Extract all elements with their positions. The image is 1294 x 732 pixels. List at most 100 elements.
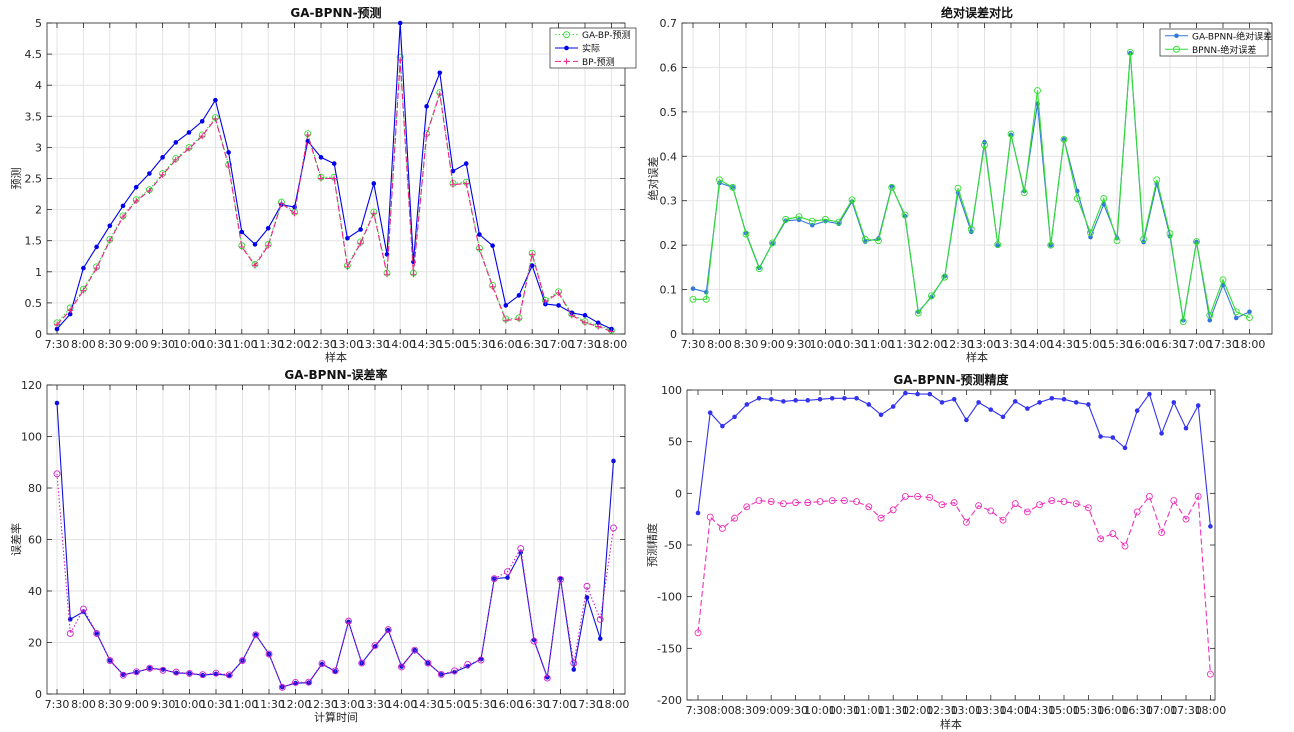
y-tick-label: 0 xyxy=(675,487,682,500)
data-point xyxy=(502,317,509,324)
x-tick-label: 13:30 xyxy=(359,698,391,711)
data-point xyxy=(915,391,920,397)
data-point xyxy=(278,200,285,207)
y-tick-label: 60 xyxy=(28,534,42,547)
data-point xyxy=(133,668,140,676)
chart-2: 0 0.1 0.2 0.3 0.4 0.5 0.6 0.7 7:30 8:00 8:30 9:00 9:… xyxy=(646,5,1273,364)
y-tick-label: 3 xyxy=(35,141,42,154)
data-point xyxy=(1194,492,1202,500)
x-tick-label: 13:00 xyxy=(951,704,983,717)
data-point xyxy=(994,241,1002,249)
data-point xyxy=(450,181,456,188)
x-tick-label: 13:00 xyxy=(332,338,364,351)
data-point xyxy=(941,273,949,281)
data-point xyxy=(938,501,946,509)
x-tick-label: 13:30 xyxy=(358,338,390,351)
x-tick-label: 15:30 xyxy=(464,338,496,351)
x-tick-label: 14:00 xyxy=(1022,338,1054,351)
data-point xyxy=(767,498,775,506)
data-point xyxy=(199,118,205,124)
data-point xyxy=(397,20,403,26)
data-point xyxy=(582,313,588,318)
x-tick-label: 16:30 xyxy=(1154,338,1186,351)
data-point xyxy=(901,211,909,219)
x-tick-label: 16:00 xyxy=(492,698,524,711)
data-point xyxy=(172,668,180,676)
x-axis-label: 样本 xyxy=(325,350,347,364)
data-point xyxy=(1087,229,1094,237)
data-point xyxy=(556,303,561,308)
data-point xyxy=(517,545,525,552)
data-point xyxy=(372,644,378,649)
y-tick-label: 1.5 xyxy=(25,235,43,248)
data-point xyxy=(293,680,298,686)
y-tick-label: 100 xyxy=(21,431,42,444)
data-point xyxy=(437,670,445,678)
x-tick-label: 15:30 xyxy=(1073,704,1105,717)
data-point xyxy=(331,175,338,182)
data-point xyxy=(1109,530,1117,538)
data-point xyxy=(304,131,311,138)
x-tick-label: 14:30 xyxy=(412,698,444,711)
x-tick-label: 8:00 xyxy=(71,698,96,711)
data-point xyxy=(1246,314,1253,322)
data-point xyxy=(610,524,617,532)
data-point xyxy=(424,104,429,109)
x-axis-label: 样本 xyxy=(940,717,962,731)
data-point xyxy=(756,395,762,401)
chart-3: 0 20 40 60 80 100 120 7:30 8:00 8:30 9:00 9:3010:00… xyxy=(9,367,629,724)
legend-marker xyxy=(563,58,570,65)
data-point xyxy=(542,298,549,305)
data-point xyxy=(1073,400,1079,405)
data-point xyxy=(981,141,988,149)
data-point xyxy=(159,171,166,178)
data-point xyxy=(954,184,962,192)
data-point xyxy=(318,660,326,668)
data-point xyxy=(1060,498,1068,506)
data-point xyxy=(1219,276,1227,284)
legend-marker xyxy=(1173,45,1180,53)
data-point xyxy=(252,262,258,269)
data-point xyxy=(1206,670,1214,678)
data-point xyxy=(252,631,260,639)
data-point xyxy=(265,225,271,231)
data-point xyxy=(1179,318,1187,326)
data-point xyxy=(67,307,74,314)
x-tick-label: 12:30 xyxy=(942,338,974,351)
y-tick-label: 80 xyxy=(28,482,42,495)
legend-label: BP-预测 xyxy=(582,57,615,68)
data-point xyxy=(557,575,564,583)
data-point xyxy=(318,175,324,182)
y-tick-label: 40 xyxy=(28,585,42,598)
data-point xyxy=(106,237,113,244)
data-point xyxy=(146,664,154,672)
y-tick-label: 0.1 xyxy=(660,284,678,297)
x-tick-label: 15:30 xyxy=(465,698,497,711)
data-point xyxy=(1049,395,1055,401)
data-point xyxy=(1153,176,1161,184)
y-tick-label: 20 xyxy=(28,637,42,650)
data-point xyxy=(914,309,922,317)
series-2 xyxy=(694,492,1214,678)
y-tick-label: 50 xyxy=(668,436,682,449)
data-point xyxy=(608,328,615,335)
data-point xyxy=(476,246,483,253)
data-point xyxy=(702,295,710,303)
data-point xyxy=(808,217,816,225)
data-point xyxy=(854,395,859,401)
series-3 xyxy=(54,57,615,335)
data-point xyxy=(491,576,497,581)
data-point xyxy=(490,575,498,583)
series-2 xyxy=(54,20,614,332)
data-point xyxy=(782,215,790,223)
data-point xyxy=(239,657,246,664)
x-tick-label: 8:00 xyxy=(71,338,96,351)
data-point xyxy=(703,289,709,295)
legend-label: GA-BPNN-绝对误差 xyxy=(1192,30,1272,42)
data-point xyxy=(94,631,100,636)
data-point xyxy=(358,659,366,667)
data-point xyxy=(370,210,377,217)
data-point xyxy=(888,183,896,191)
x-tick-label: 9:30 xyxy=(151,698,176,711)
